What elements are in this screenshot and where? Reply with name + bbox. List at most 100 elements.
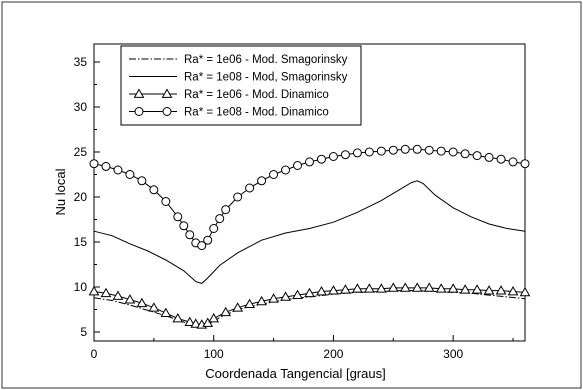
series-4-point bbox=[233, 192, 243, 202]
series-3-point bbox=[387, 282, 399, 292]
series-3-point bbox=[124, 294, 136, 304]
series-3-point bbox=[112, 290, 124, 300]
series-4-point bbox=[293, 161, 303, 170]
y-tick-label: 30 bbox=[74, 100, 88, 114]
series-3-point bbox=[483, 285, 495, 295]
chart-plot-area bbox=[88, 144, 531, 329]
series-4-point bbox=[245, 183, 255, 193]
y-tick-label: 15 bbox=[74, 235, 88, 249]
chart-axes: 0 100 200 300 5 10 15 20 25 30 35 bbox=[74, 43, 526, 361]
series-4-point bbox=[161, 197, 171, 206]
series-3-point bbox=[447, 283, 459, 293]
series-3-point bbox=[363, 283, 375, 293]
y-axis-label: Nu local bbox=[53, 168, 68, 215]
y-tick-label: 5 bbox=[80, 325, 87, 339]
series-4-point bbox=[257, 176, 267, 186]
series-4-point bbox=[269, 170, 279, 179]
series-3-point bbox=[495, 285, 507, 295]
series-3-point bbox=[304, 287, 315, 298]
series-3-point bbox=[148, 302, 160, 312]
y-tick-label: 35 bbox=[74, 55, 88, 69]
x-tick-label: 300 bbox=[443, 347, 463, 361]
legend-marker-3 bbox=[133, 88, 145, 98]
series-3-point bbox=[232, 302, 244, 312]
series-3-point bbox=[268, 293, 279, 303]
series-line-2 bbox=[93, 180, 526, 284]
series-4-point bbox=[203, 235, 213, 245]
series-3-point bbox=[459, 284, 471, 294]
series-3-point bbox=[172, 312, 184, 323]
x-tick-label: 100 bbox=[204, 347, 224, 361]
series-3-point bbox=[328, 285, 339, 295]
series-3-point bbox=[244, 298, 256, 308]
x-tick-label: 200 bbox=[323, 347, 343, 361]
series-3-point bbox=[423, 282, 435, 292]
series-4-point bbox=[508, 157, 518, 167]
series-4-point bbox=[215, 214, 225, 224]
series-4-point bbox=[137, 176, 147, 186]
series-4-point bbox=[149, 185, 159, 195]
series-3-point bbox=[184, 316, 196, 326]
series-4-point bbox=[460, 149, 470, 159]
series-4-point bbox=[209, 224, 219, 233]
series-4-point bbox=[173, 212, 183, 222]
series-4-point bbox=[484, 152, 494, 162]
x-tick-label: 0 bbox=[91, 347, 98, 361]
series-3-point bbox=[435, 283, 447, 293]
series-4-point bbox=[179, 221, 189, 231]
series-4-point bbox=[400, 144, 410, 154]
legend-marker-3 bbox=[161, 88, 173, 98]
series-3-point bbox=[375, 283, 387, 293]
series-3-point bbox=[202, 317, 214, 327]
series-3-point bbox=[519, 286, 531, 297]
series-3-point bbox=[316, 285, 327, 296]
y-tick-label: 25 bbox=[74, 145, 88, 159]
series-3-point bbox=[399, 282, 411, 292]
legend-marker-4 bbox=[162, 107, 172, 116]
series-3-point bbox=[352, 283, 363, 293]
y-tick-label: 20 bbox=[74, 190, 88, 204]
y-tick-label: 10 bbox=[74, 280, 88, 294]
legend-label-3: Ra* = 1e06 - Mod. Dinamico bbox=[184, 89, 329, 101]
x-axis-label: Coordenada Tangencial [graus] bbox=[205, 366, 385, 381]
plot-frame bbox=[93, 43, 526, 342]
series-3-point bbox=[507, 285, 519, 296]
series-4-point bbox=[316, 154, 326, 164]
series-3-point bbox=[292, 289, 303, 299]
series-4-point bbox=[412, 144, 422, 154]
legend-label-1: Ra* = 1e06 - Mod. Smagorinsky bbox=[184, 54, 348, 66]
series-3-point bbox=[411, 282, 423, 292]
series-4-point bbox=[185, 230, 195, 240]
series-4-point bbox=[424, 145, 434, 155]
series-4-point bbox=[113, 165, 123, 175]
series-3-point bbox=[160, 307, 172, 317]
series-4-point bbox=[376, 146, 386, 156]
series-4-point bbox=[89, 159, 99, 169]
series-4-point bbox=[472, 151, 482, 161]
legend-marker-4 bbox=[134, 107, 144, 116]
chart-legend: Ra* = 1e06 - Mod. Smagorinsky Ra* = 1e08 … bbox=[120, 45, 362, 126]
series-4-point bbox=[448, 147, 458, 157]
series-4-point bbox=[352, 148, 362, 158]
series-4-point bbox=[436, 146, 446, 156]
series-4-point bbox=[388, 145, 398, 155]
series-4-point bbox=[305, 157, 314, 167]
series-3-point bbox=[220, 306, 232, 317]
series-3-point bbox=[340, 284, 351, 294]
series-3-point bbox=[100, 287, 112, 298]
series-4-point bbox=[101, 161, 111, 171]
series-4-point bbox=[364, 147, 374, 157]
series-4-point bbox=[125, 170, 135, 179]
series-4-point bbox=[281, 165, 291, 175]
legend-label-4: Ra* = 1e08 - Mod. Dinamico bbox=[184, 107, 329, 119]
series-4-point bbox=[496, 154, 506, 164]
series-3-point bbox=[88, 285, 100, 296]
series-3-point bbox=[280, 291, 291, 301]
series-4-point bbox=[340, 150, 350, 160]
series-4-point bbox=[197, 241, 207, 251]
series-3-point bbox=[471, 284, 483, 294]
series-3-point bbox=[190, 318, 202, 328]
series-3-point bbox=[256, 295, 267, 306]
